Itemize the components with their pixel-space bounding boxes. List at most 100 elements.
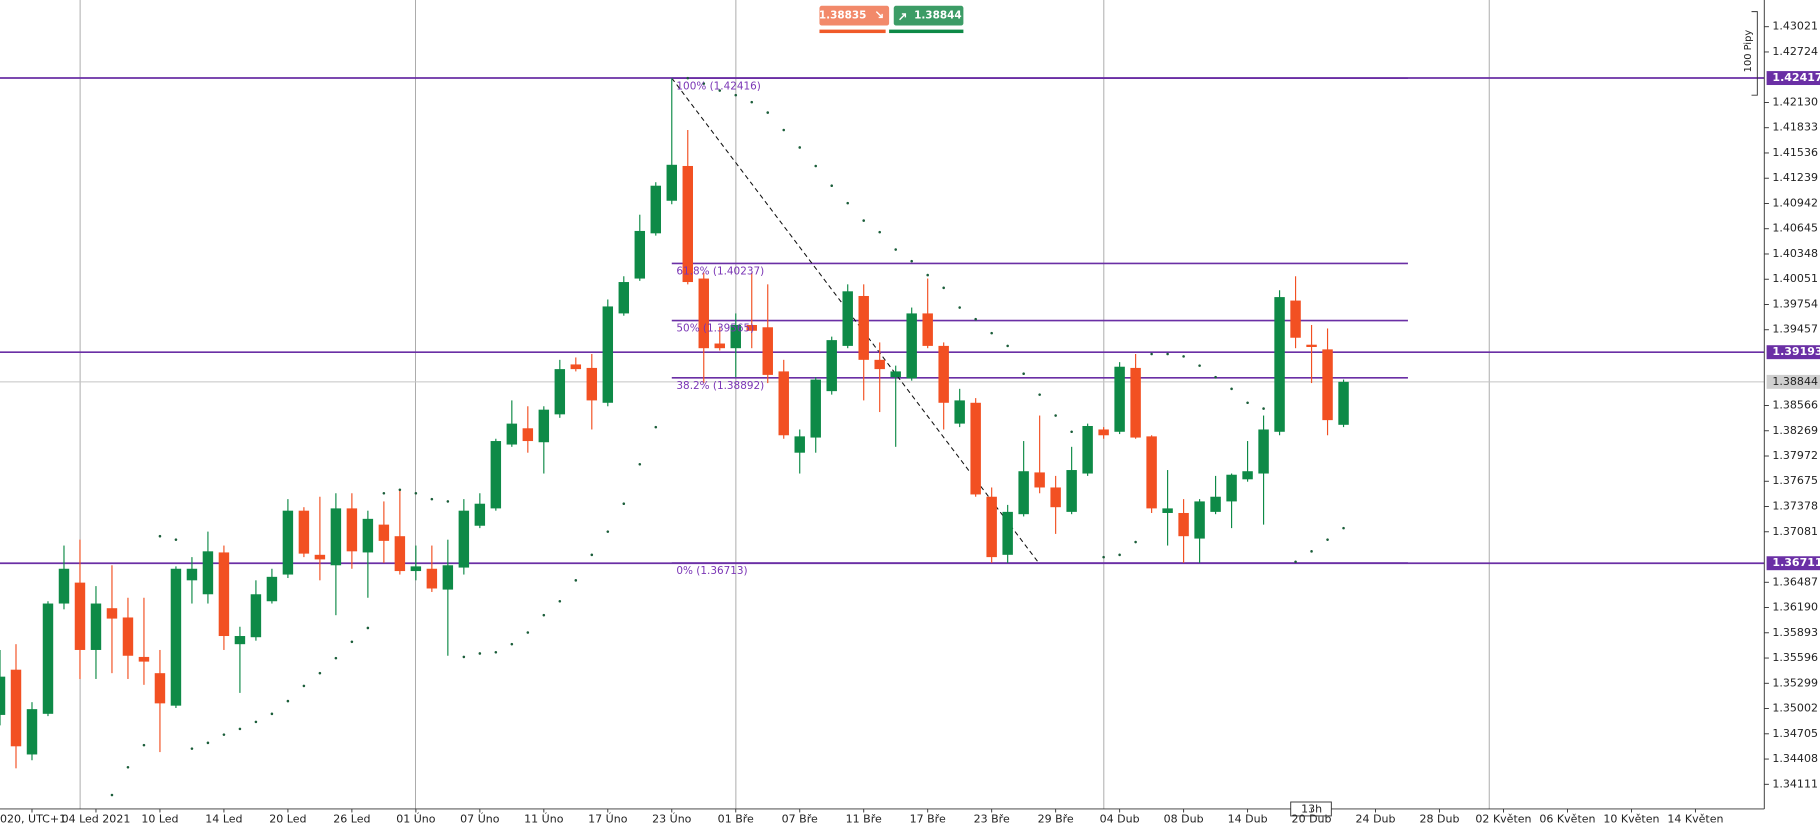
y-tick-label: 1.37675 [1772, 474, 1818, 487]
candle-body [314, 554, 326, 560]
sar-dot [462, 655, 466, 659]
y-tick-label: 1.34408 [1772, 752, 1818, 765]
sar-dot [606, 530, 610, 533]
sar-dot [126, 765, 130, 769]
sar-dot [1022, 372, 1025, 375]
x-tick-label: 17 Bře [910, 812, 946, 825]
candle-body [1002, 511, 1013, 555]
y-tick-label: 1.41239 [1772, 171, 1818, 184]
candle-body [298, 510, 310, 554]
y-tick-label: 1.38269 [1772, 424, 1818, 437]
x-tick-label: 04 Led 2021 [62, 812, 131, 825]
level-label: 1.36711 [1772, 556, 1820, 569]
candle-body [266, 576, 278, 602]
x-tick-label: 02 Květen [1475, 812, 1531, 825]
sar-dot [974, 317, 977, 321]
sar-dot [1102, 555, 1105, 559]
candle-body [650, 185, 662, 234]
candle-body [410, 566, 422, 572]
y-tick-label: 1.35893 [1772, 626, 1818, 639]
x-tick-label: 14 Květen [1667, 812, 1723, 825]
candle-body [634, 230, 646, 279]
candle-body [842, 291, 853, 346]
y-tick-label: 1.37378 [1772, 500, 1818, 513]
candle-body [1322, 349, 1333, 421]
sar-dot [110, 793, 114, 797]
candle-body [954, 400, 965, 424]
sar-dot [142, 743, 146, 747]
y-tick-label: 1.36487 [1772, 575, 1818, 588]
y-tick-label: 1.35299 [1772, 676, 1818, 689]
level-box [1766, 345, 1820, 360]
y-tick-label: 1.35002 [1772, 702, 1818, 715]
candle-body [42, 603, 54, 714]
candle-body [986, 496, 997, 558]
candle-body [858, 295, 869, 360]
timer-box [1290, 801, 1332, 817]
x-tick-label: 24 Dub [1356, 812, 1396, 825]
candle-body [506, 423, 518, 445]
sar-dot [798, 146, 802, 149]
candle-body [170, 568, 182, 706]
x-tick-label: 10 Květen [1603, 812, 1659, 825]
x-tick-label: 11 Úno [524, 812, 564, 825]
sar-dot [718, 89, 722, 92]
sar-dot [1150, 352, 1153, 356]
y-tick-label: 1.42724 [1772, 45, 1818, 58]
sar-dot [1054, 414, 1057, 417]
x-tick-label: 14 Dub [1228, 812, 1268, 825]
candle-body [346, 508, 358, 552]
candle-body [1146, 436, 1157, 509]
candle-body [330, 508, 342, 566]
candle-body [378, 524, 390, 541]
candle-body [10, 669, 22, 747]
x-tick-label: 01 Bře [718, 812, 754, 825]
candle-body [1242, 471, 1253, 480]
x-tick-label: 28 Dub [1420, 812, 1460, 825]
buy-price: 1.38844 [914, 10, 962, 22]
candle-body [1290, 300, 1301, 338]
y-tick-label: 1.42130 [1772, 95, 1818, 108]
candle-body [682, 165, 693, 283]
candle-body [762, 327, 773, 375]
candle-body [138, 656, 150, 662]
sell-icon [875, 11, 883, 19]
sar-dot [430, 497, 434, 501]
candle-body [730, 324, 741, 349]
y-tick-label: 1.41833 [1772, 121, 1818, 134]
x-tick-label: 20 Dub [1292, 812, 1332, 825]
candle-body [922, 313, 933, 346]
sar-dot [846, 201, 849, 205]
sar-dot [910, 259, 913, 263]
sar-dot [782, 128, 786, 132]
pip-ruler: 100 Pipy [1743, 11, 1758, 96]
sar-dot [862, 219, 865, 222]
sell-price: 1.38835 [819, 10, 867, 22]
candle-body [1034, 472, 1045, 488]
sell-button[interactable] [819, 5, 890, 26]
candle-body [1178, 512, 1189, 537]
fib-label: 0% (1.36713) [676, 565, 747, 577]
sar-dot [958, 306, 961, 309]
sar-dot [206, 741, 210, 745]
candle-body [1226, 474, 1237, 502]
candle-body [602, 306, 614, 403]
buy-button[interactable] [893, 5, 964, 26]
candle-body [826, 340, 837, 392]
candle-body [442, 565, 454, 590]
y-tick-label: 1.38566 [1772, 399, 1818, 412]
x-tick-label: 29 Bře [1038, 812, 1074, 825]
candle-body [586, 367, 598, 401]
sar-dot [1006, 344, 1009, 348]
sar-dot [1134, 540, 1137, 544]
candle-body [666, 164, 677, 201]
sar-dot [1342, 526, 1345, 530]
y-tick-label: 1.39457 [1772, 323, 1818, 336]
candle-body [490, 441, 502, 509]
sar-dot [334, 656, 338, 660]
x-tick-label: 10 Led [141, 812, 178, 825]
sar-dot [542, 613, 546, 617]
candle-body [1274, 297, 1285, 432]
sar-dot [382, 491, 386, 495]
